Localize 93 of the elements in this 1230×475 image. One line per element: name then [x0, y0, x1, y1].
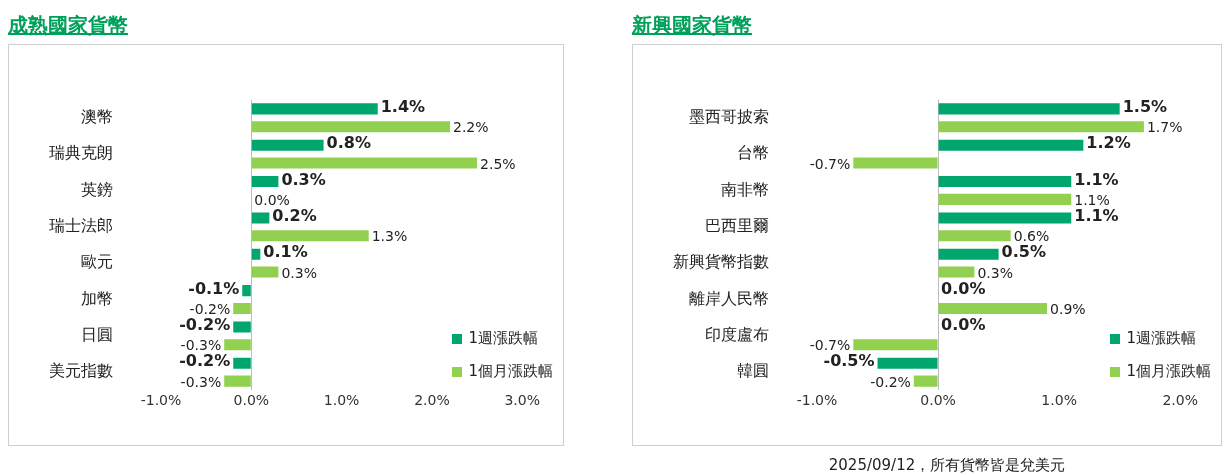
y-tick-label: 日圓 [81, 325, 113, 345]
data-label: 1.4% [380, 97, 426, 117]
data-label: 0.6% [1013, 228, 1050, 245]
bar [853, 339, 938, 351]
x-tick-label: 2.0% [414, 392, 450, 409]
bar [938, 212, 1072, 224]
y-tick-label: 台幣 [737, 143, 769, 163]
text: 2025/09/12，所有貨幣皆是兌美元 [827, 456, 1067, 475]
data-label: 0.0% [941, 278, 986, 298]
bar [938, 230, 1011, 242]
legend-label: 1個月漲跌幅 [468, 362, 553, 381]
y-tick-label: 英鎊 [81, 179, 113, 199]
y-tick-label: 韓圓 [737, 361, 769, 381]
x-tick-label: 2.0% [1162, 392, 1199, 409]
data-label: 0.0% [254, 192, 290, 209]
bar [224, 375, 251, 387]
legend-label: 1個月漲跌幅 [1126, 362, 1211, 381]
y-tick-label: 美元指數 [49, 361, 113, 381]
y-tick-label: 離岸人民幣 [689, 288, 769, 308]
data-label: 1.1% [1074, 192, 1110, 209]
bar [251, 139, 324, 151]
data-label: 0.8% [326, 133, 371, 153]
data-label: 0.3% [977, 264, 1013, 281]
y-tick-label: 巴西里爾 [705, 215, 769, 235]
y-tick-label: 加幣 [81, 288, 113, 308]
bar [938, 248, 999, 260]
data-label: -0.5% [823, 351, 875, 371]
data-label: 0.3% [281, 169, 326, 189]
data-label: 0.9% [1050, 301, 1086, 318]
data-label: -0.2% [870, 373, 911, 390]
x-tick-label: 0.0% [233, 392, 270, 409]
data-label: 1.5% [1122, 97, 1168, 117]
bar [233, 357, 251, 369]
data-label: -0.2% [179, 315, 231, 335]
data-label: -0.7% [809, 337, 851, 354]
data-label: -0.2% [179, 351, 231, 371]
data-label: 1.1% [1074, 169, 1119, 189]
y-tick-label: 新興貨幣指數 [673, 252, 769, 272]
data-label: -0.1% [188, 278, 240, 298]
bar [233, 321, 251, 333]
bar [251, 176, 279, 188]
data-label: 1.2% [1086, 133, 1131, 153]
bar [877, 357, 938, 369]
legend-label: 1週漲跌幅 [468, 329, 538, 348]
data-label: 1.3% [371, 228, 408, 245]
bar [251, 103, 378, 115]
bar [938, 103, 1120, 115]
bar [224, 339, 251, 351]
bar [938, 193, 1072, 205]
data-label: 0.1% [263, 242, 308, 262]
data-label: 1.1% [1074, 206, 1119, 226]
x-tick-label: 1.0% [1041, 392, 1077, 409]
data-label: 0.2% [272, 206, 317, 226]
x-tick-label: -1.0% [140, 392, 182, 409]
x-tick-label: 1.0% [323, 392, 360, 409]
y-tick-label: 澳幣 [81, 106, 113, 126]
data-label: 0.0% [941, 315, 986, 335]
bar [938, 139, 1084, 151]
bar [251, 121, 450, 133]
bar [242, 285, 251, 297]
x-tick-label: 0.0% [920, 392, 956, 409]
data-label: -0.3% [180, 337, 222, 354]
y-tick-label: 印度盧布 [705, 325, 769, 345]
bar [251, 157, 478, 169]
y-tick-label: 歐元 [81, 252, 113, 272]
bar [913, 375, 938, 387]
x-tick-label: -1.0% [796, 392, 838, 409]
bar [938, 266, 975, 278]
bar [938, 302, 1048, 314]
y-tick-label: 瑞典克朗 [49, 143, 113, 163]
bar [233, 302, 251, 314]
y-tick-label: 瑞士法郎 [49, 215, 113, 235]
bar [251, 266, 279, 278]
data-label: -0.7% [809, 155, 851, 172]
chart-title: 新興國家貨幣 [632, 12, 753, 39]
data-label: -0.2% [189, 301, 231, 318]
chart-title: 成熟國家貨幣 [8, 12, 129, 39]
legend-label: 1週漲跌幅 [1126, 329, 1196, 348]
bar [853, 157, 938, 169]
bar [251, 212, 270, 224]
data-label: 2.2% [452, 119, 489, 136]
data-label: 2.5% [480, 155, 516, 172]
data-label: 0.5% [1001, 242, 1046, 262]
bar [938, 121, 1144, 133]
bar [251, 230, 369, 242]
y-tick-label: 南非幣 [721, 179, 769, 199]
data-label: 0.3% [281, 264, 317, 281]
bar [938, 176, 1072, 188]
data-label: -0.3% [180, 373, 222, 390]
bar [251, 248, 261, 260]
data-label: 1.7% [1146, 119, 1183, 136]
y-tick-label: 墨西哥披索 [689, 106, 769, 126]
x-tick-label: 3.0% [504, 392, 541, 409]
